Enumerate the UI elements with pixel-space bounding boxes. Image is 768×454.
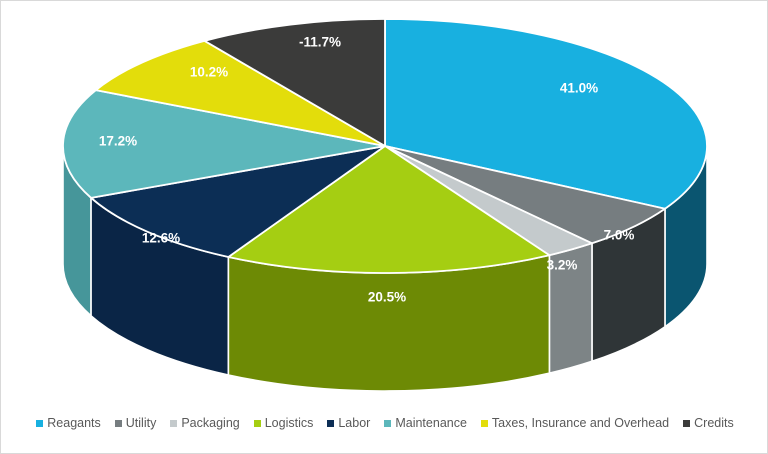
pie-slice-labor[interactable] xyxy=(90,145,386,258)
legend-item[interactable]: Packaging xyxy=(170,416,240,430)
chart-legend: Reagants Utility Packaging Logistics Labor Ma… xyxy=(1,416,767,430)
legend-label: Logistics xyxy=(264,416,314,430)
slice-percent-label: -11.7% xyxy=(299,35,341,50)
slice-percent-label: 12.6% xyxy=(142,231,180,246)
legend-label: Packaging xyxy=(181,416,240,430)
pie-slice-taxes-insurance-and-overhead[interactable] xyxy=(94,39,386,147)
legend-swatch-icon xyxy=(253,419,261,427)
slice-percent-label: 10.2% xyxy=(190,65,228,80)
pie-top-surfaces xyxy=(62,18,708,274)
slice-percent-label: 3.2% xyxy=(547,258,578,273)
legend-label: Maintenance xyxy=(395,416,467,430)
legend-item[interactable]: Maintenance xyxy=(384,417,467,430)
legend-label: Credits xyxy=(694,416,734,430)
legend-swatch-icon xyxy=(114,419,122,427)
pie-slice-credits[interactable] xyxy=(203,18,386,147)
pie-chart-3d: 41.0% 7.0% 3.2% 20.5% 12.6% 17.2% 10.2% -11.7% xyxy=(62,18,708,392)
pie-slice-reagants[interactable] xyxy=(384,18,708,210)
pie-data-labels: 41.0% 7.0% 3.2% 20.5% 12.6% 17.2% 10.2% -11.7% xyxy=(99,35,635,305)
legend-item[interactable]: Taxes, Insurance and Overhead xyxy=(480,416,670,430)
slice-percent-label: 7.0% xyxy=(604,228,635,243)
legend-label: Labor xyxy=(338,416,371,430)
slice-percent-label: 41.0% xyxy=(560,81,598,96)
slice-percent-label: 17.2% xyxy=(99,134,137,149)
legend-label: Utility xyxy=(125,416,157,430)
slice-percent-label: 20.5% xyxy=(368,290,406,305)
legend-item[interactable]: Labor xyxy=(327,417,370,430)
pie-slice-maintenance[interactable] xyxy=(62,89,386,199)
legend-swatch-icon xyxy=(480,419,488,427)
legend-item[interactable]: Logistics xyxy=(253,416,314,430)
legend-swatch-icon xyxy=(384,419,392,427)
pie-side-walls xyxy=(62,145,708,392)
legend-swatch-icon xyxy=(683,419,691,427)
legend-item[interactable]: Utility xyxy=(114,416,157,430)
pie-slice-side xyxy=(227,254,551,392)
legend-label: Reagants xyxy=(47,416,101,430)
legend-swatch-icon xyxy=(327,419,335,427)
legend-swatch-icon xyxy=(170,419,178,427)
legend-item[interactable]: Credits xyxy=(683,417,734,430)
pie-slice-logistics[interactable] xyxy=(227,145,551,274)
legend-swatch-icon xyxy=(36,419,44,427)
legend-item[interactable]: Reagants xyxy=(36,417,101,430)
legend-label: Taxes, Insurance and Overhead xyxy=(491,416,670,430)
